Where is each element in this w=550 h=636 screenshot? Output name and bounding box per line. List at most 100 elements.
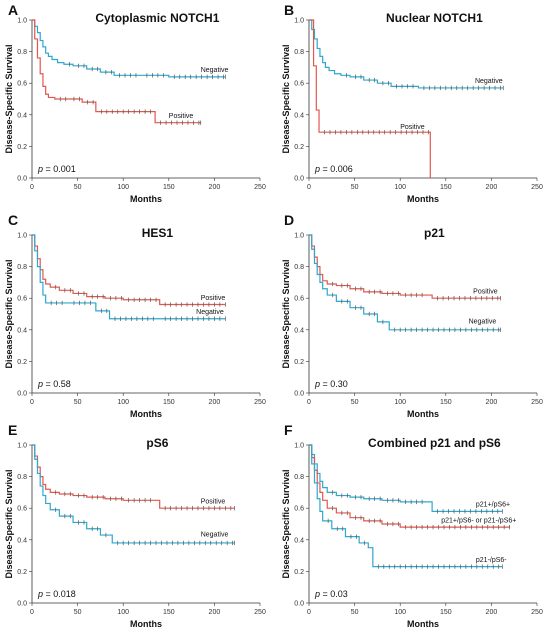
series-label: Positive xyxy=(201,498,226,505)
x-tick-label: 50 xyxy=(74,399,82,406)
x-axis-label: Months xyxy=(130,619,162,629)
x-tick-label: 0 xyxy=(30,609,34,616)
x-axis-label: Months xyxy=(130,409,162,419)
x-tick-label: 150 xyxy=(163,399,175,406)
x-tick-label: 100 xyxy=(117,609,129,616)
y-tick-label: 1.0 xyxy=(17,443,27,450)
x-tick-label: 150 xyxy=(163,609,175,616)
survival-curve xyxy=(32,19,226,78)
panel-letter: B xyxy=(284,2,294,18)
x-tick-label: 150 xyxy=(440,184,452,191)
x-tick-label: 50 xyxy=(351,184,359,191)
x-tick-label: 50 xyxy=(74,609,82,616)
p-value-text: = 0.30 xyxy=(323,379,348,389)
km-panel-f: F Combined p21 and pS6 0 50 100 150 200 250 0.0 0… xyxy=(281,422,543,629)
x-tick-label: 150 xyxy=(440,399,452,406)
x-tick-label: 0 xyxy=(307,399,311,406)
p-value: p = 0.018 xyxy=(37,589,76,599)
y-axis-label: Disease-Specific Survival xyxy=(4,259,14,368)
series-label: Negative xyxy=(196,309,224,316)
x-tick-label: 200 xyxy=(486,609,498,616)
p-value-text: = 0.018 xyxy=(46,589,76,599)
p-value: p = 0.006 xyxy=(314,164,353,174)
x-axis-label: Months xyxy=(407,409,439,419)
y-tick-label: 0.6 xyxy=(294,296,304,303)
p-value-text: = 0.006 xyxy=(323,164,353,174)
p-symbol: p xyxy=(314,589,323,599)
survival-curve xyxy=(32,234,226,306)
km-panel-a: A Cytoplasmic NOTCH1 0 50 100 150 200 250 0.0 0.2… xyxy=(4,2,266,204)
y-tick-label: 0.8 xyxy=(294,264,304,271)
y-axis-label: Disease-Specific Survival xyxy=(281,44,291,153)
panel-title: p21 xyxy=(424,226,445,240)
y-tick-label: 1.0 xyxy=(17,233,27,240)
x-tick-label: 250 xyxy=(531,184,543,191)
x-tick-label: 250 xyxy=(254,399,266,406)
y-tick-label: 0.2 xyxy=(17,359,27,366)
x-tick-label: 200 xyxy=(486,184,498,191)
x-tick-label: 100 xyxy=(394,609,406,616)
x-axis-label: Months xyxy=(407,194,439,204)
x-tick-label: 100 xyxy=(394,184,406,191)
y-axis-label: Disease-Specific Survival xyxy=(281,259,291,368)
panel-letter: F xyxy=(284,422,293,438)
y-tick-label: 0.6 xyxy=(294,81,304,88)
y-tick-label: 0.2 xyxy=(294,569,304,576)
series-label: Negative xyxy=(201,67,229,74)
p-value: p = 0.58 xyxy=(37,379,71,389)
x-tick-label: 100 xyxy=(117,184,129,191)
x-tick-label: 250 xyxy=(254,184,266,191)
x-tick-label: 50 xyxy=(351,609,359,616)
survival-curve xyxy=(309,234,501,299)
y-tick-label: 0.0 xyxy=(17,601,27,608)
y-tick-label: 0.4 xyxy=(17,537,27,544)
y-tick-label: 0.8 xyxy=(17,264,27,271)
p-value: p = 0.03 xyxy=(314,589,348,599)
y-tick-label: 0.6 xyxy=(17,506,27,513)
p-value: p = 0.30 xyxy=(314,379,348,389)
y-axis-label: Disease-Specific Survival xyxy=(281,469,291,578)
panel-title: Cytoplasmic NOTCH1 xyxy=(95,11,219,25)
y-tick-label: 0.0 xyxy=(17,391,27,398)
x-axis-label: Months xyxy=(407,619,439,629)
panel-letter: E xyxy=(8,422,17,438)
panel-title: HES1 xyxy=(142,226,174,240)
x-tick-label: 250 xyxy=(531,609,543,616)
x-tick-label: 100 xyxy=(394,399,406,406)
x-tick-label: 200 xyxy=(486,399,498,406)
y-axis-label: Disease-Specific Survival xyxy=(4,469,14,578)
x-tick-label: 50 xyxy=(74,184,82,191)
y-tick-label: 0.6 xyxy=(294,506,304,513)
panel-title: pS6 xyxy=(146,436,168,450)
x-tick-label: 250 xyxy=(254,609,266,616)
x-tick-label: 250 xyxy=(531,399,543,406)
series-label: Positive xyxy=(400,124,425,131)
y-tick-label: 0.2 xyxy=(294,144,304,151)
series-label: p21+/pS6- or p21-/pS6+ xyxy=(441,517,516,524)
p-symbol: p xyxy=(37,164,46,174)
x-axis-label: Months xyxy=(130,194,162,204)
survival-curve xyxy=(309,444,503,568)
x-tick-label: 200 xyxy=(209,184,221,191)
panel-letter: D xyxy=(284,212,294,228)
y-tick-label: 1.0 xyxy=(17,18,27,25)
y-tick-label: 0.6 xyxy=(17,296,27,303)
y-tick-label: 0.8 xyxy=(294,474,304,481)
y-tick-label: 0.4 xyxy=(294,537,304,544)
panel-letter: A xyxy=(8,2,18,18)
x-tick-label: 0 xyxy=(30,184,34,191)
survival-curve xyxy=(32,444,235,509)
series-label: Negative xyxy=(475,78,503,85)
y-tick-label: 0.0 xyxy=(294,601,304,608)
x-tick-label: 50 xyxy=(351,399,359,406)
panel-title: Combined p21 and pS6 xyxy=(368,436,501,450)
series-label: p21+/pS6+ xyxy=(476,502,510,509)
x-tick-label: 0 xyxy=(307,184,311,191)
p-value: p = 0.001 xyxy=(37,164,76,174)
survival-curve xyxy=(32,444,235,544)
km-panel-c: C HES1 0 50 100 150 200 250 0.0 0.2 0.4 0.6 0.8 1.0 Mo… xyxy=(4,212,266,419)
